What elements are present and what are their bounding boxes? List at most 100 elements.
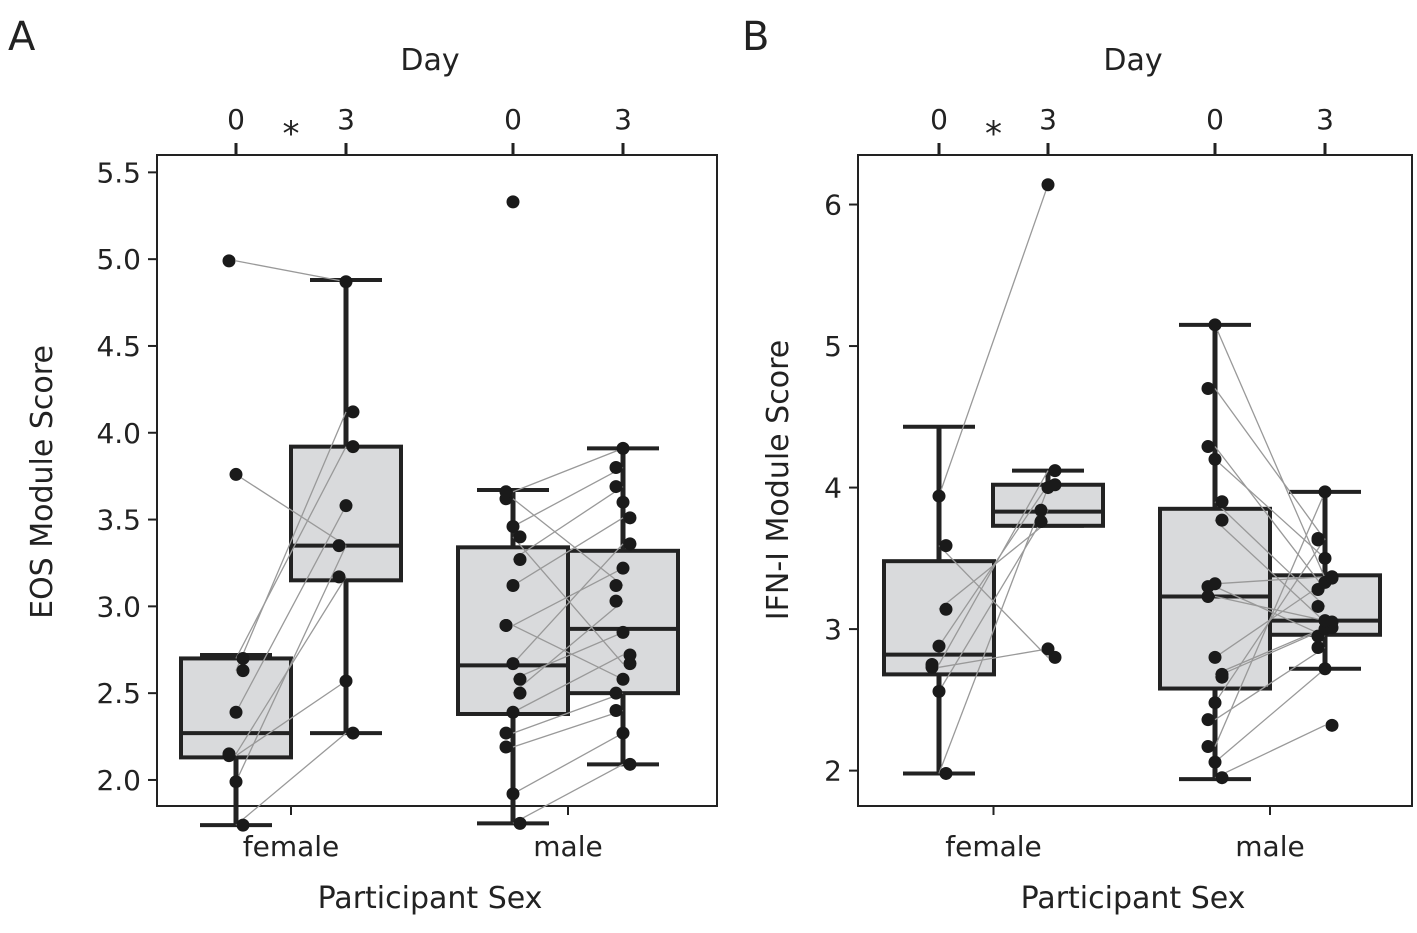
panel-a-male-day0-point	[499, 485, 513, 499]
panel-b-pair-line	[1214, 724, 1326, 779]
panel-b-female-day3-point	[1041, 642, 1055, 656]
panel-b-male-day3-point	[1318, 614, 1332, 628]
panel-b-x-tick-label-male: male	[1235, 830, 1304, 863]
panel-a-female-day0-point	[222, 747, 236, 761]
panel-b-pair-line	[1214, 627, 1326, 675]
panel-b-pair-line	[1214, 586, 1326, 637]
panel-b-pair-line	[938, 184, 1049, 497]
panel-b-pair-line	[938, 470, 1049, 665]
panel-a-female-day0-point	[229, 705, 243, 719]
panel-b-top-axis-title: Day	[1103, 43, 1162, 78]
panel-a-top-tick-label-day0: 0	[504, 103, 522, 136]
panel-a-pair-line	[512, 447, 624, 493]
panel-a-marks: 2.0 2.5 3.0 3.5 4.0 4.5 5.0 5.5 female male 0 3 0 3 *	[96, 103, 718, 863]
panel-b-male-day3-point	[1325, 570, 1339, 584]
panel-a-x-tick-label-female: female	[243, 830, 340, 863]
panel-a-male-day0-point	[506, 787, 520, 801]
panel-b-x-axis-title: Participant Sex	[1021, 881, 1246, 916]
panel-a-pair-line	[512, 600, 624, 694]
panel-b-male-day0-point	[1208, 650, 1222, 664]
panel-a-top-axis-title: Day	[400, 43, 459, 78]
panel-a-y-tick-label: 2.5	[96, 677, 141, 710]
panel-b-significance-marker: *	[985, 114, 1002, 154]
panel-a-female-day0-point	[229, 775, 243, 789]
panel-a-male-day3-point	[623, 757, 637, 771]
panel-a-male-day0-point	[506, 705, 520, 719]
panel-b-top-tick-label-day3: 3	[1316, 103, 1334, 136]
panel-b-pair-line	[938, 521, 1049, 610]
panel-b-pair-line	[938, 545, 1049, 658]
panel-a-pair-line	[512, 624, 624, 680]
panel-a-female-day0-point	[236, 664, 250, 678]
panel-b-female-day0-point	[939, 539, 953, 553]
panel-a-pair-line	[512, 732, 624, 795]
panel-b-male-day3-point	[1311, 532, 1325, 546]
panel-b-top-tick-label-day0: 0	[1206, 103, 1224, 136]
panel-b-male-day0-point	[1201, 740, 1215, 754]
panel-a-male-day0-point	[513, 672, 527, 686]
panel-a-pair-line	[512, 486, 624, 561]
panel-b-male-day3-point	[1311, 599, 1325, 613]
panel-a-male-day0-point	[513, 530, 527, 544]
panel-b-female-day0-point	[939, 602, 953, 616]
panel-b-male-day0-point	[1208, 696, 1222, 710]
panel-a-male-day0-box	[456, 545, 570, 716]
panel-b-female-day0-point	[939, 766, 953, 780]
panel-b-female-day0-point	[932, 489, 946, 503]
panel-b-female-day3-point	[1034, 503, 1048, 517]
panel-b-male-day3-point	[1311, 640, 1325, 654]
panel-b-male-day0-point	[1208, 318, 1222, 332]
panel-a-female-day0-point	[236, 818, 250, 832]
panel-a-letter: A	[8, 14, 36, 60]
panel-a-male-day0-point	[506, 520, 520, 534]
panel-a-y-tick-label: 3.5	[96, 504, 141, 537]
panel-a-male-day3-point	[616, 441, 630, 455]
panel-a-x-tick-label-male: male	[533, 830, 602, 863]
panel-b-y-tick-label: 5	[824, 330, 842, 363]
panel-a-pair-line	[512, 763, 624, 824]
panel-a-pair-line	[235, 576, 347, 755]
panel-a-female-day0-point	[236, 651, 250, 665]
panel-b-pair-line	[1214, 491, 1326, 747]
panel-a-female-day0-point	[222, 254, 236, 268]
panel-a-male-day3-point	[616, 726, 630, 740]
panel-b-pair-line	[1214, 458, 1326, 559]
panel-b-y-tick-label: 3	[824, 613, 842, 646]
panel-b-pair-line	[938, 487, 1049, 774]
panel-b-male-day0-point	[1208, 452, 1222, 466]
panel-b-pair-line	[938, 648, 1049, 668]
panel-a-plot-frame	[156, 154, 718, 807]
panel-a-pair-line	[512, 498, 624, 587]
panel-a-pair-line	[512, 631, 624, 680]
panel-a-male-day3-point	[623, 648, 637, 662]
panel-a-pair-line	[512, 517, 624, 587]
panel-b-pair-line	[1214, 595, 1326, 622]
panel-b-male-day3-point	[1325, 718, 1339, 732]
panel-a-male-day0-point	[513, 686, 527, 700]
panel-b-male-day3-point	[1318, 662, 1332, 676]
panel-a-male-day3-point	[609, 579, 623, 593]
panel-a-x-axis-title: Participant Sex	[318, 881, 543, 916]
panel-a-female-day3-point	[346, 405, 360, 419]
panel-a-y-tick-label: 5.5	[96, 156, 141, 189]
panel-b-top-tick-label-day0: 0	[930, 103, 948, 136]
panel-a-y-axis-title: EOS Module Score	[25, 345, 60, 619]
panel-b-x-tick-label-female: female	[945, 830, 1042, 863]
panel-a-female-day0-point	[229, 467, 243, 481]
panel-b-y-tick-label: 6	[824, 189, 842, 222]
panel-a-female-day3-point	[339, 674, 353, 688]
panel-a-pair-line	[235, 545, 347, 782]
panel-b-marks: 2 3 4 5 6 female male 0 3 0 3 *	[824, 103, 1413, 863]
panel-a-female-day3-point	[332, 539, 346, 553]
panel-a-y-tick-label: 3.0	[96, 590, 141, 623]
panel-b-female-day0-point	[932, 684, 946, 698]
panel-a-male-day3-point	[616, 672, 630, 686]
panel-a-pair-line	[235, 505, 347, 713]
panel-a-pair-line	[235, 473, 347, 547]
panel-a-pair-line	[512, 709, 624, 748]
panel-a-male-day0-point	[513, 552, 527, 566]
panel-a-pair-line	[512, 692, 624, 734]
panel-a-pair-line	[512, 466, 624, 528]
panel-b-pair-line	[1214, 646, 1326, 721]
